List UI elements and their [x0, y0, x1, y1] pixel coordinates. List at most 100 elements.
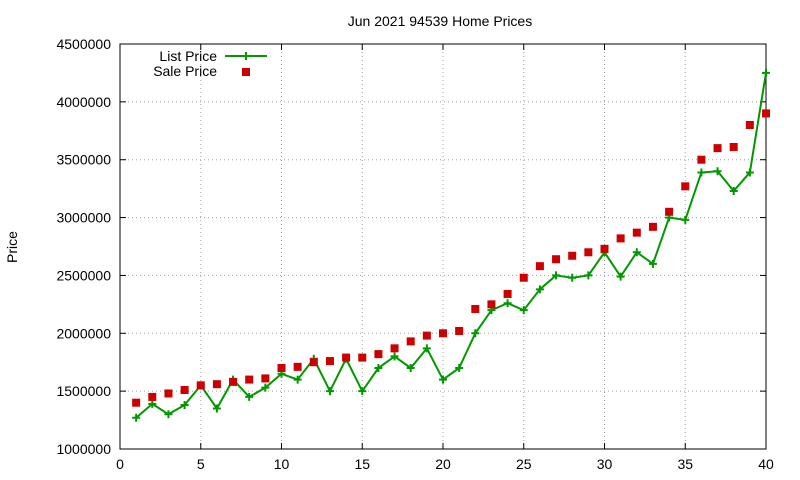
y-tick-label: 3000000 [56, 210, 111, 226]
x-tick-label: 0 [116, 456, 124, 472]
sale-price-point [439, 329, 447, 338]
sale-price-point [471, 304, 480, 313]
y-tick-label: 4500000 [56, 36, 111, 52]
sale-price-point [697, 155, 706, 164]
list-price-point [503, 299, 512, 308]
list-price-point [729, 186, 738, 195]
sale-price-point [616, 234, 625, 243]
sale-price-point [342, 353, 351, 362]
list-price-point [439, 375, 447, 384]
list-price-point [552, 271, 561, 280]
x-tick-label: 40 [758, 456, 774, 472]
y-tick-label: 1500000 [56, 383, 111, 399]
x-tick-label: 30 [597, 456, 613, 472]
sale-price-point [325, 357, 334, 366]
sale-price-point [261, 374, 270, 383]
sale-price-point [535, 262, 544, 271]
list-price-point [648, 259, 657, 268]
list-price-point [455, 364, 464, 372]
sale-price-point [729, 142, 738, 151]
sale-price-point [245, 375, 254, 384]
x-tick-label: 5 [197, 456, 205, 472]
sale-price-point [762, 109, 770, 118]
list-price-point [568, 273, 577, 282]
list-price-point [406, 364, 415, 372]
legend: List Price Sale Price [153, 48, 267, 79]
list-price-point [390, 352, 399, 361]
sale-price-point [390, 344, 399, 353]
sale-price-point [648, 222, 657, 231]
sale-price-point [229, 377, 238, 386]
sale-price-point [406, 337, 415, 346]
series-line-list-price [135, 72, 767, 419]
list-price-point [632, 248, 641, 257]
list-price-point [148, 399, 157, 408]
chart-title: Jun 2021 94539 Home Prices [348, 13, 532, 29]
axis-ticks: 0 5 10 15 20 25 30 35 40 1000000 1500000 2000000 250… [56, 36, 774, 472]
list-price-point [180, 401, 189, 410]
sale-price-point [681, 182, 690, 191]
x-tick-label: 35 [677, 456, 693, 472]
x-tick-label: 25 [516, 456, 532, 472]
sale-price-point [196, 381, 205, 390]
sale-price-point [293, 362, 302, 371]
list-price-point [584, 271, 593, 280]
sale-price-point [455, 326, 464, 335]
sale-price-point [519, 273, 528, 282]
sale-price-point [552, 255, 561, 264]
sale-price-point [164, 389, 173, 398]
sale-price-point [568, 251, 577, 260]
legend-label-list-price: List Price [159, 48, 217, 64]
list-price-point [422, 344, 431, 353]
list-price-point [745, 168, 754, 177]
sale-price-point [374, 350, 383, 359]
list-price-point [261, 383, 270, 392]
list-price-point [358, 387, 367, 396]
sale-price-point [600, 244, 609, 253]
sale-price-point [358, 353, 367, 362]
list-price-point [616, 272, 625, 281]
y-tick-label: 2500000 [56, 267, 111, 283]
grid-lines [120, 44, 766, 449]
sale-price-point [132, 398, 141, 407]
y-tick-label: 4000000 [56, 94, 111, 110]
x-tick-label: 15 [354, 456, 370, 472]
sale-price-point [503, 289, 512, 298]
list-price-point [471, 329, 480, 338]
sale-price-point [277, 364, 286, 372]
list-price-point [681, 215, 690, 224]
sale-price-point [148, 392, 157, 401]
y-tick-label: 3500000 [56, 152, 111, 168]
list-price-point [164, 410, 173, 419]
list-price-point [762, 68, 770, 77]
list-price-point [325, 387, 334, 396]
sale-price-point [309, 358, 318, 367]
sale-price-point [665, 207, 674, 216]
y-axis-label: Price [4, 231, 20, 263]
x-tick-label: 20 [435, 456, 451, 472]
y-tick-label: 2000000 [56, 325, 111, 341]
sale-price-point [212, 380, 221, 389]
legend-marker-list-price [242, 52, 250, 60]
list-price-point [293, 375, 302, 384]
sale-price-point [487, 300, 496, 309]
sale-price-point [632, 228, 641, 237]
legend-marker-sale-price [242, 68, 250, 76]
list-price-point [212, 404, 221, 413]
list-price-point [697, 168, 706, 177]
list-price-point [519, 306, 528, 315]
legend-label-sale-price: Sale Price [153, 63, 217, 79]
sale-price-point [713, 144, 722, 153]
sale-price-point [584, 248, 593, 257]
list-price-point [132, 413, 141, 422]
y-tick-label: 1000000 [56, 441, 111, 457]
sale-price-point [180, 385, 189, 394]
list-price-point [374, 364, 383, 372]
sale-price-point [745, 121, 754, 129]
series-layer [132, 68, 770, 422]
x-tick-label: 10 [274, 456, 290, 472]
list-price-point [535, 285, 544, 294]
list-price-point [713, 167, 722, 176]
sale-price-point [422, 331, 431, 340]
